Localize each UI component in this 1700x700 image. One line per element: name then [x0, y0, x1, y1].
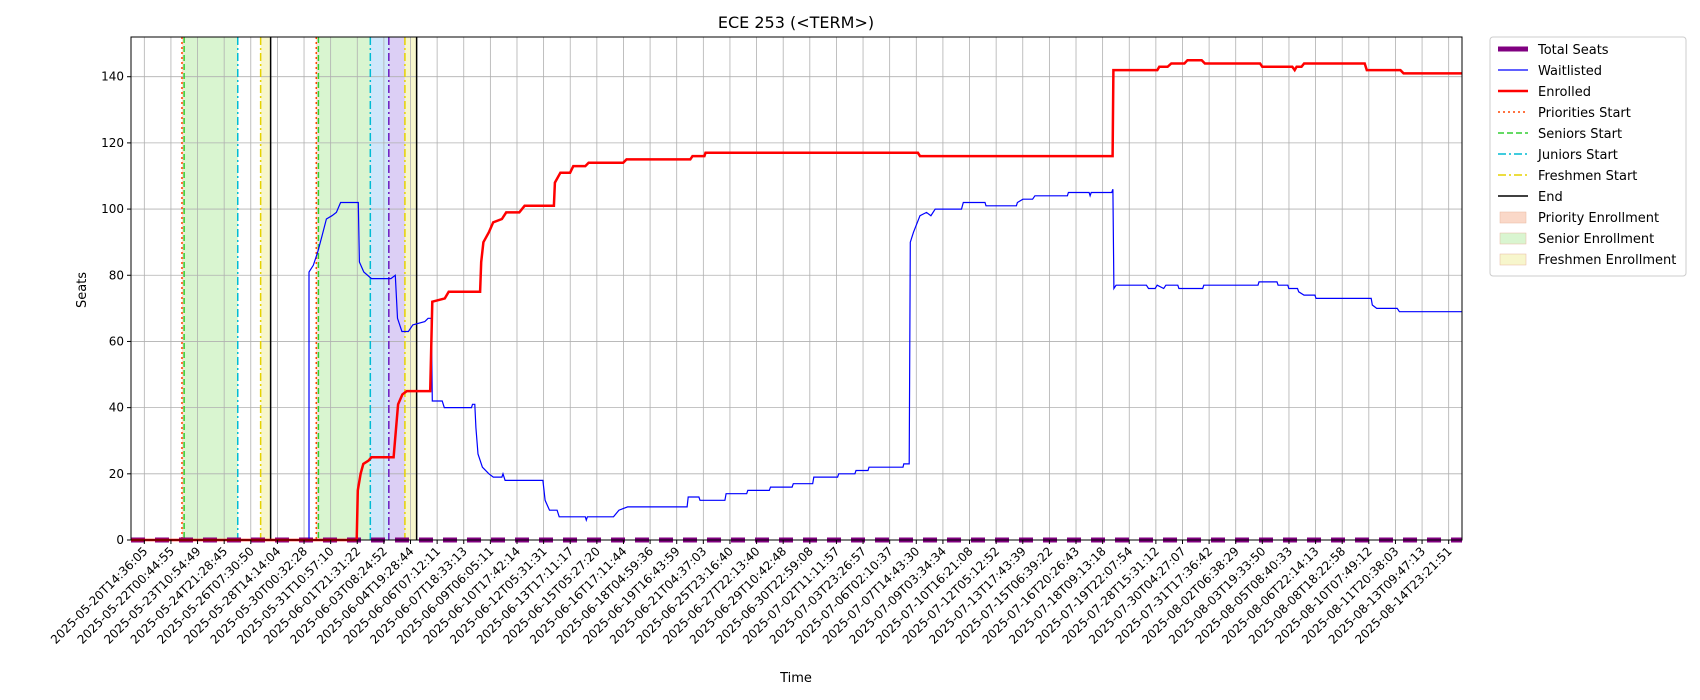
- legend-label: Waitlisted: [1538, 64, 1602, 79]
- plot-area-frame: [130, 36, 1463, 541]
- shaded-region: [184, 37, 238, 540]
- legend-swatch: [1499, 232, 1527, 245]
- y-tick-label: 140: [101, 70, 124, 84]
- y-tick-label: 80: [109, 268, 124, 282]
- legend-label: Priorities Start: [1538, 106, 1631, 121]
- y-tick-label: 20: [109, 467, 124, 481]
- legend-swatch: [1499, 211, 1527, 224]
- y-tick-label: 60: [109, 334, 124, 348]
- legend: Total Seats Waitlisted Enrolled Priorities …: [1489, 36, 1687, 277]
- shaded-region: [181, 37, 185, 540]
- shaded-region: [388, 37, 405, 540]
- y-axis-title: Seats: [75, 272, 90, 308]
- y-tick-label: 0: [116, 533, 124, 547]
- legend-label: Juniors Start: [1537, 148, 1618, 163]
- legend-label: End: [1538, 190, 1563, 205]
- y-tick-label: 40: [109, 401, 124, 415]
- shaded-region: [370, 37, 389, 540]
- y-tick-label: 100: [101, 202, 124, 216]
- shaded-region: [318, 37, 371, 540]
- shaded-region: [260, 37, 271, 540]
- shaded-region: [316, 37, 319, 540]
- legend-label: Senior Enrollment: [1538, 232, 1654, 247]
- event-markers: [181, 37, 418, 540]
- y-tick-label: 120: [101, 136, 124, 150]
- legend-label: Priority Enrollment: [1538, 211, 1659, 226]
- legend-label: Freshmen Enrollment: [1538, 253, 1676, 268]
- legend-label: Enrolled: [1538, 85, 1591, 100]
- legend-label: Total Seats: [1537, 43, 1609, 58]
- legend-frame: [1489, 36, 1687, 277]
- chart-title: ECE 253 (<TERM>): [718, 13, 874, 32]
- series-enrolled: [131, 58, 1462, 542]
- series-waitlisted: [131, 188, 1462, 541]
- legend-label: Freshmen Start: [1538, 169, 1637, 184]
- legend-swatch: [1499, 253, 1527, 266]
- legend-label: Seniors Start: [1538, 127, 1622, 142]
- y-axis-ticks: 0 20 40 60 80 100 120 140: [101, 70, 131, 547]
- grid-lines: [131, 37, 1462, 541]
- x-axis-title: Time: [779, 671, 812, 686]
